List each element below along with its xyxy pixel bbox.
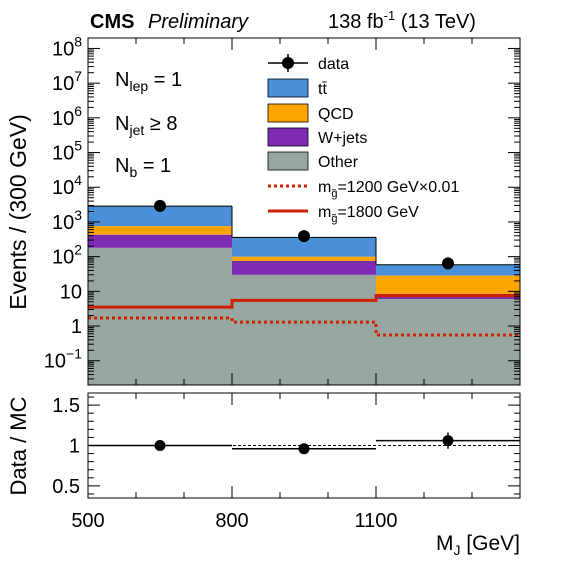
main-y-tick-label-7: 105: [52, 138, 82, 165]
legend-wjets-swatch: [267, 127, 309, 147]
legend-ttbar-label: tt̄: [318, 81, 327, 98]
ratio-y-tick-label-1: 0.5: [52, 476, 80, 498]
main-x-ticks: [87, 38, 521, 385]
main-y-tick-label-4: 102: [52, 242, 82, 269]
legend-ttbar-swatch: [267, 78, 309, 98]
legend-other-label: Other: [318, 154, 359, 171]
main-y-tick-label-8: 106: [52, 103, 82, 130]
bar-wjets-bin-1: [88, 234, 232, 248]
experiment-label: CMS: [90, 11, 134, 33]
x-tick-label-1: 500: [71, 510, 104, 532]
nb-annotation: Nb = 1: [115, 155, 171, 180]
bar-qcd-bin-3: [376, 275, 520, 294]
legend-qcd-swatch: [267, 103, 309, 123]
legend-signal-1800: mg̃=1800 GeV: [268, 204, 419, 225]
legend-ttbar: tt̄: [267, 78, 327, 98]
legend-data-marker: [282, 57, 294, 69]
legend-signal-1200-label: mg̃=1200 GeV×0.01: [318, 179, 459, 200]
ratio-point-2: [298, 443, 310, 455]
legend: data tt̄ QCD W+jets Other mg̃=1200 GeV×0…: [267, 54, 459, 225]
bar-ttbar-bin-3: [376, 264, 520, 276]
legend-qcd-label: QCD: [318, 106, 354, 123]
data-point-3: [442, 257, 454, 270]
legend-signal-1800-label: mg̃=1800 GeV: [318, 204, 419, 225]
ratio-y-axis: 0.5 1 1.5: [52, 395, 520, 498]
main-y-tick-label-1: 10−1: [44, 346, 82, 373]
signal-lines: [88, 294, 520, 337]
selection-annotations: Nlep = 1 Njet ≥ 8 Nb = 1: [115, 69, 182, 180]
x-axis-title: MJ [GeV]: [436, 532, 520, 558]
main-y-axis: 10−1 1 10 102 103 104 105 106 107 108: [44, 33, 520, 380]
bar-wjets-bin-2: [232, 260, 376, 275]
nlep-annotation: Nlep = 1: [115, 69, 182, 94]
bar-other-bin-2: [232, 274, 376, 385]
legend-other-swatch: [267, 151, 309, 171]
x-tick-label-2: 800: [215, 510, 248, 532]
main-y-tick-label-3: 10: [60, 281, 82, 303]
ratio-point-1: [154, 440, 166, 451]
ratio-x-axis: 500 800 1100: [71, 393, 521, 532]
bar-ttbar-bin-1: [88, 206, 232, 227]
legend-wjets-label: W+jets: [318, 130, 367, 147]
data-points: [154, 199, 454, 270]
ratio-y-axis-title: Data / MC: [6, 396, 31, 495]
status-label: Preliminary: [148, 11, 249, 33]
bar-ttbar-bin-2: [232, 237, 376, 257]
bar-other-bin-1: [88, 247, 232, 385]
signal-line-1: [88, 316, 520, 337]
ratio-y-tick-label-2: 1: [69, 436, 80, 458]
lumi-label: 138 fb-1 (13 TeV): [328, 8, 476, 33]
signal-line-2: [88, 294, 520, 309]
legend-data-label: data: [318, 56, 349, 73]
stacked-bars: [88, 205, 520, 385]
legend-other: Other: [267, 151, 359, 171]
legend-signal-1200: mg̃=1200 GeV×0.01: [268, 179, 459, 200]
x-tick-label-3: 1100: [354, 510, 397, 532]
legend-wjets: W+jets: [267, 127, 367, 147]
bar-qcd-bin-2: [232, 256, 376, 261]
bar-other-bin-3: [376, 299, 520, 385]
main-y-tick-label-5: 103: [52, 207, 82, 234]
legend-qcd: QCD: [267, 103, 354, 123]
ratio-point-3: [442, 435, 454, 447]
ratio-points: [88, 432, 520, 455]
main-y-axis-title: Events / (300 GeV): [5, 114, 31, 310]
data-point-2: [298, 230, 310, 243]
bar-qcd-bin-1: [88, 226, 232, 235]
main-y-tick-label-6: 104: [52, 172, 82, 199]
ratio-y-tick-label-3: 1.5: [52, 395, 80, 417]
main-y-tick-label-10: 108: [52, 33, 82, 60]
njet-annotation: Njet ≥ 8: [115, 113, 177, 138]
main-y-tick-label-9: 107: [52, 68, 82, 95]
legend-data: data: [268, 54, 349, 73]
main-y-tick-label-2: 1: [71, 316, 82, 338]
data-point-1: [154, 199, 166, 212]
